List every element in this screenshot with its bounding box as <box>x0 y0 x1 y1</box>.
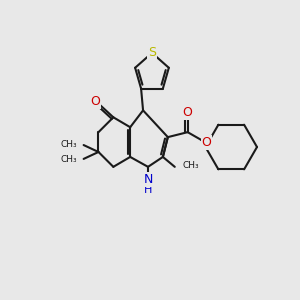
Text: O: O <box>183 106 193 119</box>
Text: CH₃: CH₃ <box>60 140 77 148</box>
Text: S: S <box>148 46 156 59</box>
Text: O: O <box>202 136 212 148</box>
Text: O: O <box>91 95 100 108</box>
Text: CH₃: CH₃ <box>183 161 199 170</box>
Text: N: N <box>143 173 153 186</box>
Text: CH₃: CH₃ <box>60 155 77 164</box>
Text: H: H <box>144 184 152 195</box>
